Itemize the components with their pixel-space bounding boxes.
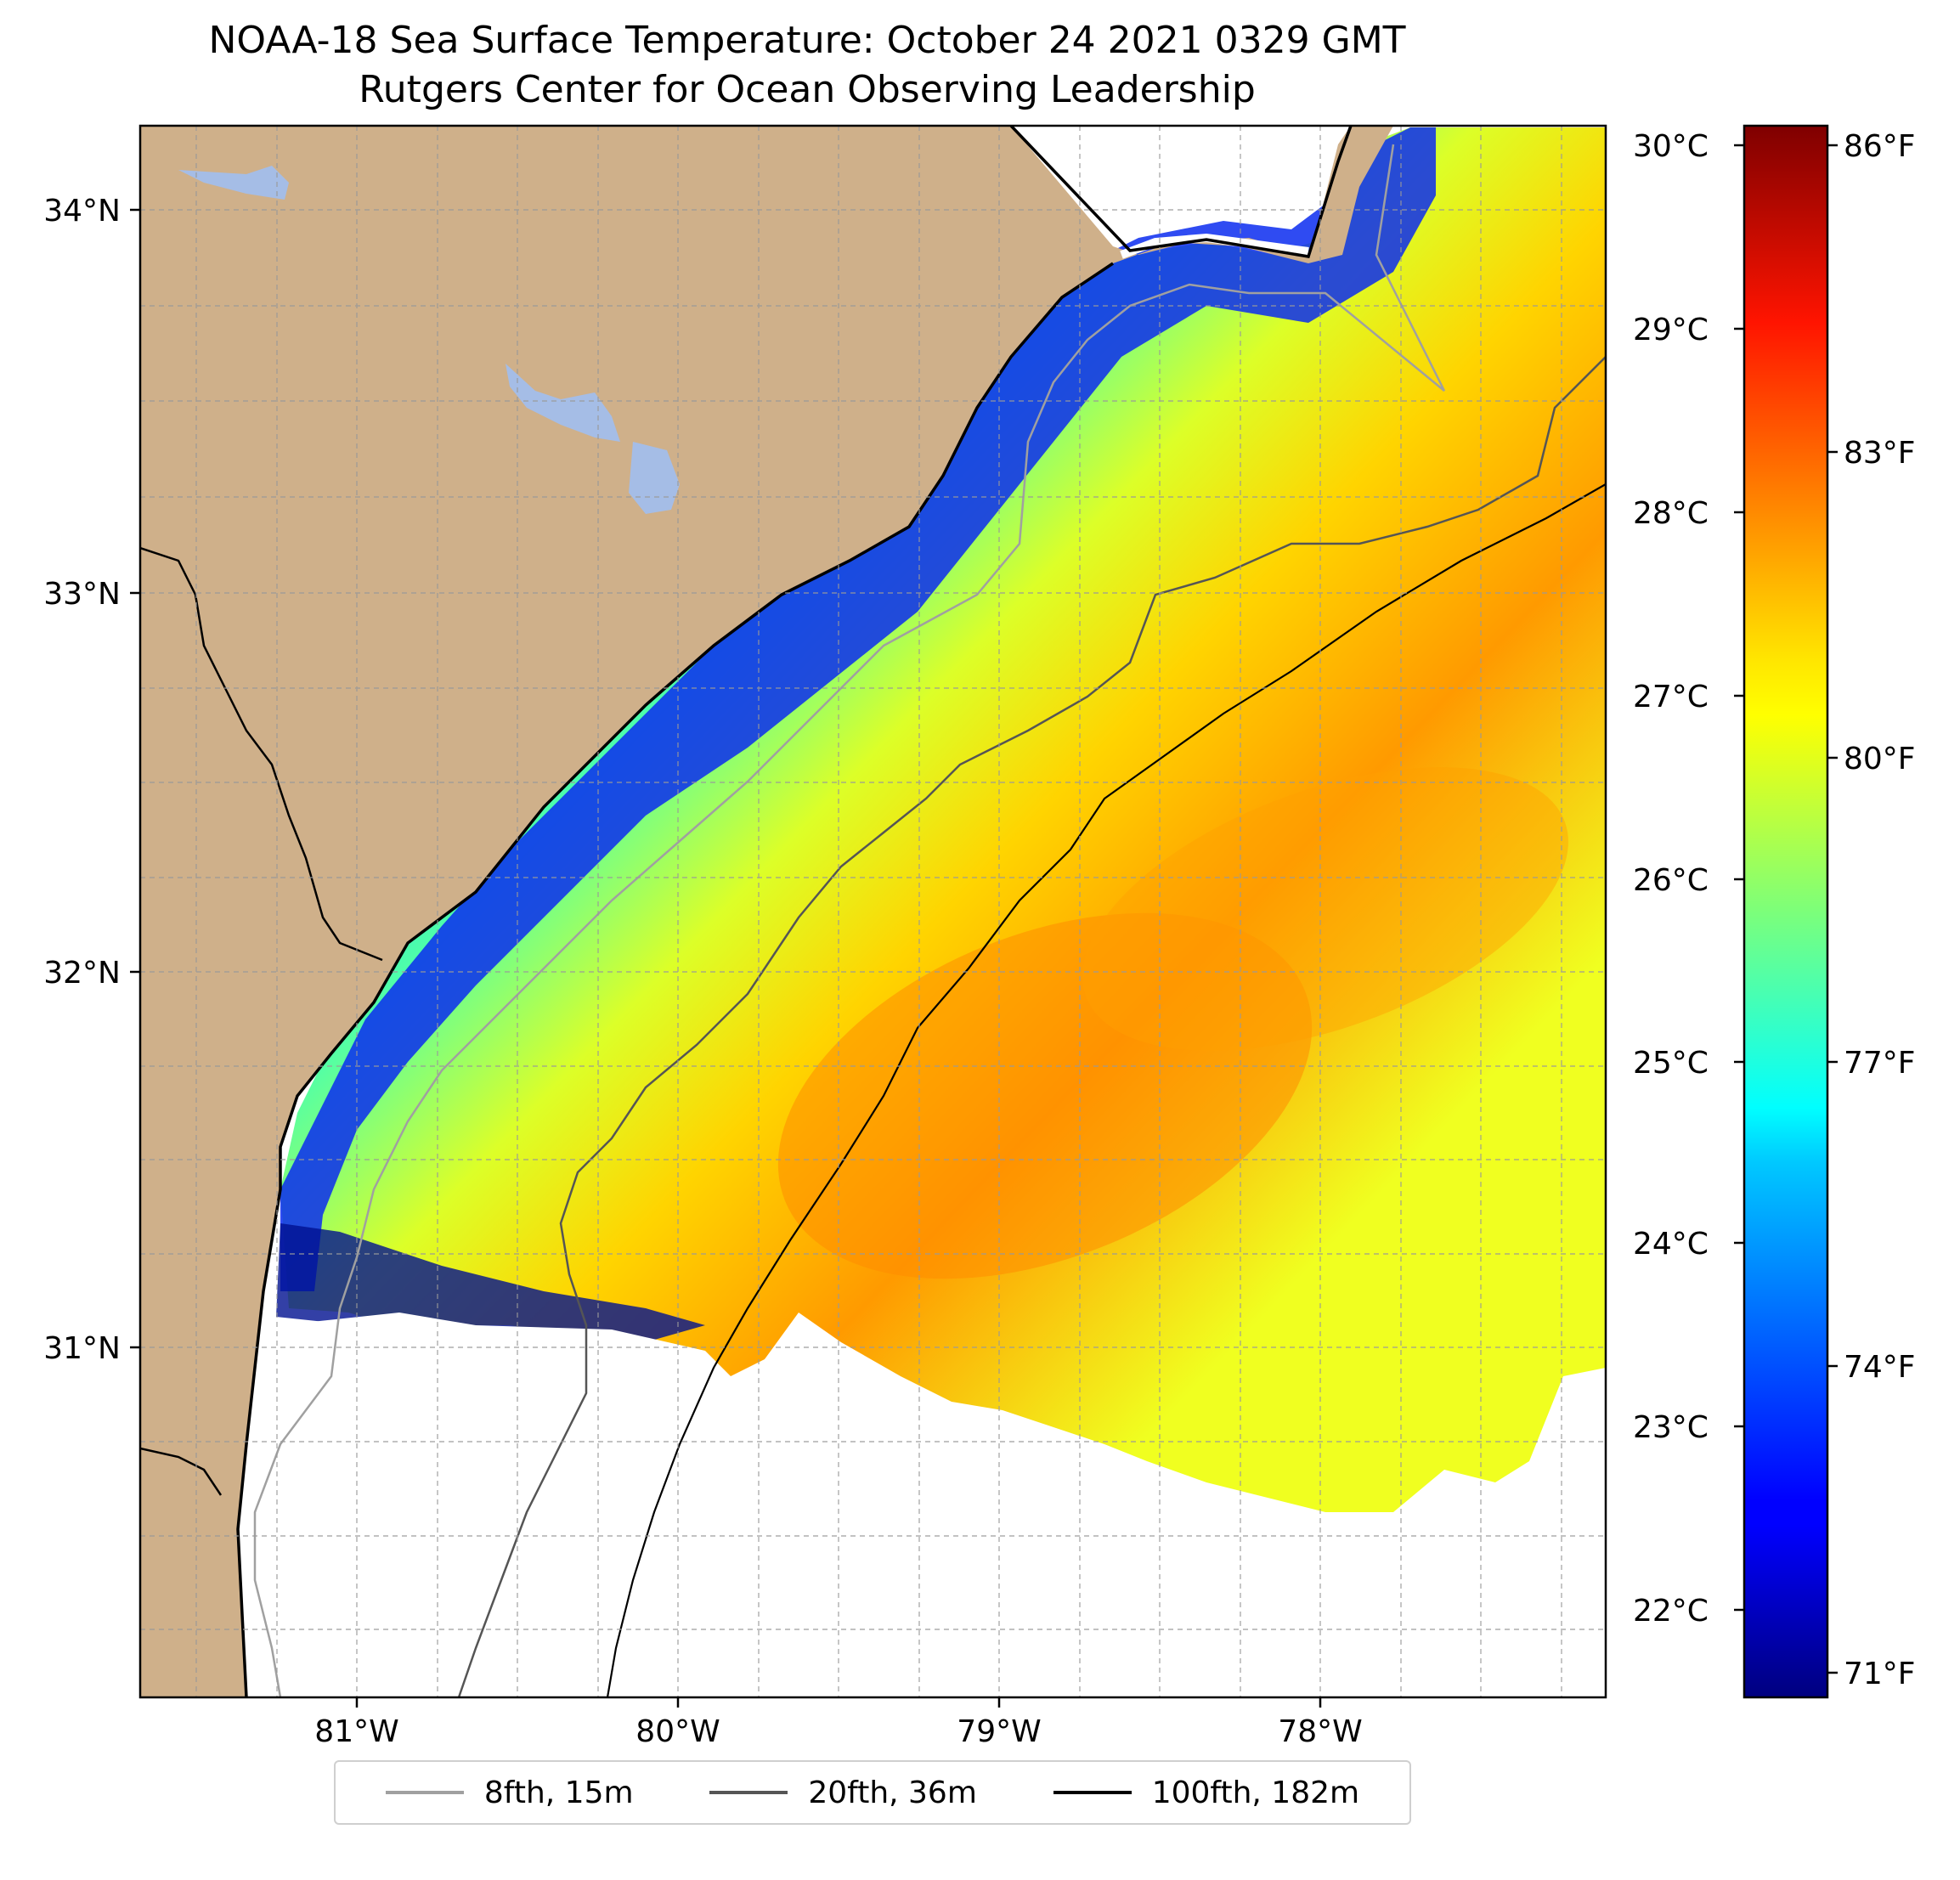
cbar-f-74: 74°F xyxy=(1844,1350,1916,1385)
cbar-c-27: 27°C xyxy=(1633,680,1709,714)
gulf-stream-warm-core xyxy=(777,912,1313,1279)
lat-tick-31: 31°N xyxy=(43,1331,121,1366)
lon-tick-78w: 78°W xyxy=(1278,1714,1362,1749)
colorbar-ticks xyxy=(1734,144,1838,1674)
axis-ticks xyxy=(130,208,1322,1708)
lon-tick-79w: 79°W xyxy=(957,1714,1041,1749)
cbar-f-80: 80°F xyxy=(1844,742,1916,776)
contour-100fth xyxy=(606,483,1606,1697)
map-frame xyxy=(138,124,1607,1699)
legend-swatch-20fth xyxy=(709,1791,788,1794)
lat-tick-33: 33°N xyxy=(43,577,121,612)
coastline xyxy=(236,126,1353,1697)
lake-north xyxy=(178,166,289,200)
chart-subtitle: Rutgers Center for Ocean Observing Leade… xyxy=(359,68,1256,111)
lon-tick-81w: 81°W xyxy=(314,1714,398,1749)
colorbar xyxy=(1744,126,1827,1697)
colorbar-frame xyxy=(1743,124,1829,1699)
legend-label-100fth: 100fth, 182m xyxy=(1151,1775,1360,1810)
legend-swatch-100fth xyxy=(1053,1791,1132,1794)
contour-20fth xyxy=(457,356,1606,1697)
map-area xyxy=(140,126,1606,1697)
gulf-stream-warm-core-east xyxy=(1082,767,1568,1051)
cbar-c-25: 25°C xyxy=(1633,1046,1709,1081)
land-mainland xyxy=(140,126,1393,1697)
legend-label-8fth: 8fth, 15m xyxy=(483,1775,634,1810)
contour-8fth xyxy=(253,144,1446,1697)
legend-item-100fth: 100fth, 182m xyxy=(1053,1776,1359,1810)
legend-item-20fth: 20fth, 36m xyxy=(709,1776,977,1810)
legend: 8fth, 15m 20fth, 36m 100fth, 182m xyxy=(334,1760,1411,1825)
cbar-c-28: 28°C xyxy=(1633,496,1709,531)
lake-moultrie xyxy=(629,442,680,514)
legend-swatch-8fth xyxy=(385,1791,464,1794)
legend-label-20fth: 20fth, 36m xyxy=(808,1775,977,1810)
state-border-south xyxy=(140,1447,223,1496)
state-border xyxy=(140,546,383,962)
cbar-c-23: 23°C xyxy=(1633,1410,1709,1445)
cbar-c-26: 26°C xyxy=(1633,863,1709,898)
cbar-f-83: 83°F xyxy=(1844,436,1916,471)
cbar-f-77: 77°F xyxy=(1844,1046,1916,1081)
sst-field xyxy=(280,127,1606,1512)
gridlines xyxy=(140,126,1606,1697)
cloud-gap-south xyxy=(140,1313,1606,1697)
cbar-f-86: 86°F xyxy=(1844,129,1916,164)
cbar-c-24: 24°C xyxy=(1633,1227,1709,1262)
chart-title: NOAA-18 Sea Surface Temperature: October… xyxy=(208,19,1406,62)
barrier-island-strip xyxy=(1120,233,1309,259)
legend-item-8fth: 8fth, 15m xyxy=(385,1775,634,1810)
cloud-gap-southeast xyxy=(1529,1393,1606,1555)
lat-tick-32: 32°N xyxy=(43,956,121,991)
cbar-c-22: 22°C xyxy=(1633,1594,1709,1629)
lake-marion xyxy=(506,364,620,442)
cbar-f-71: 71°F xyxy=(1844,1657,1916,1691)
cbar-c-30: 30°C xyxy=(1633,129,1709,164)
cbar-c-29: 29°C xyxy=(1633,313,1709,347)
lon-tick-80w: 80°W xyxy=(635,1714,720,1749)
lat-tick-34: 34°N xyxy=(43,194,121,229)
